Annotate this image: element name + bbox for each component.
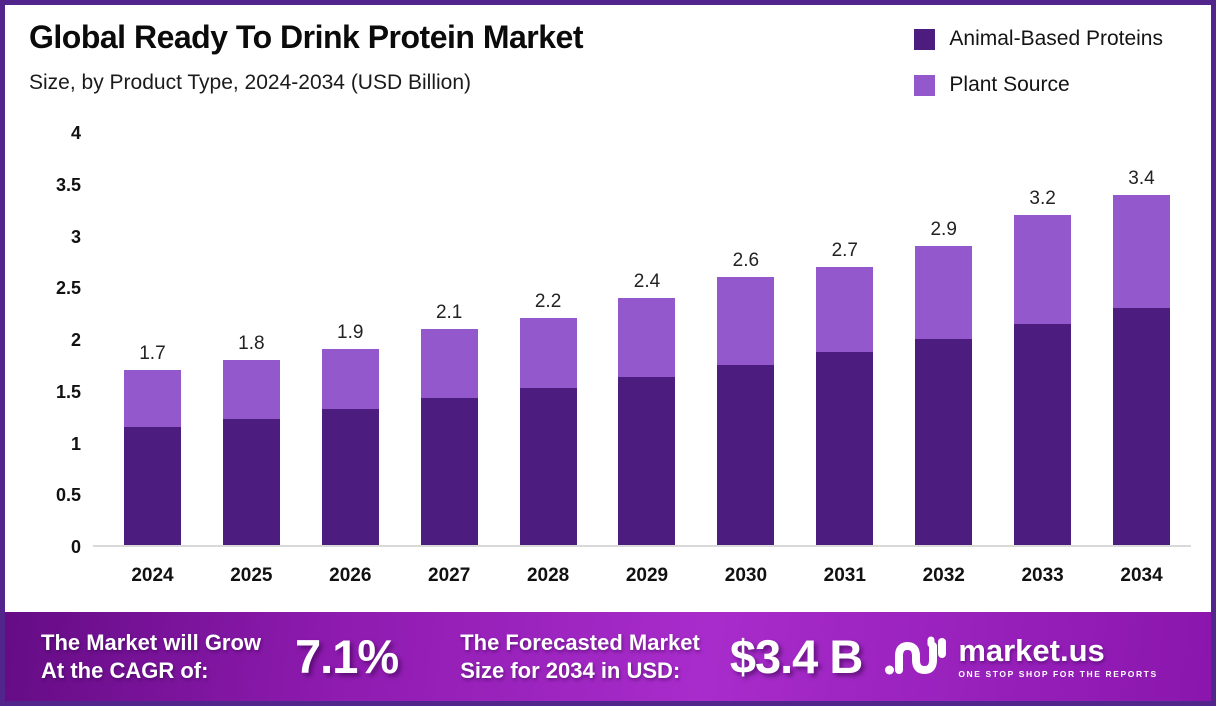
- footer-banner: The Market will Grow At the CAGR of: 7.1…: [5, 612, 1211, 701]
- forecast-label: The Forecasted Market Size for 2034 in U…: [460, 629, 700, 684]
- stacked-bar-chart: 0 0.5 1 1.5 2 2.5 3 3.5 4 1.7 1.8 1.9 2.1 2.2 2.4 2.6 2…: [35, 124, 1191, 599]
- bar-segment-animal-based: [816, 352, 874, 545]
- brand-tagline: ONE STOP SHOP FOR THE REPORTS: [958, 668, 1158, 679]
- bar-total-label: 3.4: [1128, 167, 1155, 189]
- x-axis-label: 2027: [428, 565, 471, 586]
- bar-total-label: 1.8: [238, 332, 265, 354]
- bar-group: 3.4: [1092, 133, 1191, 545]
- bar-total-label: 1.7: [139, 342, 166, 364]
- bar-segment-plant-source: [915, 246, 973, 339]
- bar-segment-animal-based: [1014, 323, 1072, 545]
- bar-group: 1.7: [103, 133, 202, 545]
- bar-segment-plant-source: [1113, 194, 1171, 309]
- bar-segment-animal-based: [420, 397, 478, 545]
- y-axis-tick-label: 3: [70, 226, 81, 247]
- forecast-value: $3.4 B: [729, 630, 863, 683]
- bar-segment-plant-source: [1014, 215, 1072, 324]
- legend-item-plant-source: Plant Source: [914, 73, 1163, 97]
- bar-segment-animal-based: [717, 364, 775, 545]
- legend-item-animal-based: Animal-Based Proteins: [914, 27, 1163, 51]
- cagr-label-line1: The Market will Grow: [41, 630, 262, 655]
- bar-total-label: 2.9: [930, 219, 957, 241]
- y-axis-tick-label: 1: [70, 433, 81, 454]
- cagr-value: 7.1%: [295, 630, 399, 683]
- legend-label: Animal-Based Proteins: [949, 27, 1163, 50]
- x-axis-label: 2025: [230, 565, 273, 586]
- bar-segment-animal-based: [1113, 308, 1171, 545]
- brand-name: market.us: [958, 632, 1105, 668]
- y-axis-tick-label: 0.5: [55, 485, 81, 506]
- forecast-label-line1: The Forecasted Market: [460, 630, 700, 655]
- legend-label: Plant Source: [949, 73, 1070, 96]
- brand-text: market.us ONE STOP SHOP FOR THE REPORTS: [958, 635, 1157, 679]
- y-axis-tick-label: 3.5: [55, 174, 81, 195]
- bar-group: 1.9: [301, 133, 400, 545]
- bar-total-label: 3.2: [1029, 188, 1056, 210]
- bar-segment-plant-source: [321, 349, 379, 410]
- forecast-label-line2: Size for 2034 in USD:: [460, 657, 681, 683]
- legend-swatch-plant-source: [914, 74, 936, 96]
- bar-group: 2.4: [598, 133, 697, 545]
- y-axis: 0 0.5 1 1.5 2 2.5 3 3.5 4: [35, 124, 87, 556]
- bar-segment-animal-based: [915, 339, 973, 545]
- marketus-logo-icon: [885, 636, 947, 674]
- bar-segment-animal-based: [222, 419, 280, 545]
- bar-total-label: 2.4: [633, 270, 661, 292]
- bar-segment-plant-source: [618, 297, 676, 378]
- cagr-label-line2: At the CAGR of:: [41, 657, 209, 683]
- chart-legend: Animal-Based Proteins Plant Source: [914, 27, 1163, 97]
- bar-group: 1.8: [202, 133, 301, 545]
- y-axis-tick-label: 2: [70, 330, 81, 350]
- bar-group: 2.1: [400, 133, 499, 545]
- bar-group: 2.2: [499, 133, 598, 545]
- bar-segment-plant-source: [420, 328, 478, 398]
- bar-segment-plant-source: [222, 359, 280, 420]
- y-axis-tick-label: 4: [70, 123, 81, 143]
- y-axis-tick-label: 1.5: [55, 381, 81, 402]
- x-axis-label: 2026: [329, 565, 372, 586]
- y-axis-tick-label: 0: [70, 537, 81, 557]
- bar-segment-plant-source: [123, 369, 181, 427]
- bar-total-label: 2.2: [534, 291, 562, 313]
- x-axis-label: 2024: [131, 565, 174, 586]
- bar-segment-plant-source: [519, 318, 577, 389]
- page-subtitle: Size, by Product Type, 2024-2034 (USD Bi…: [29, 71, 472, 94]
- bar-segment-animal-based: [618, 377, 676, 545]
- x-axis-label: 2032: [922, 565, 965, 586]
- x-axis: 2024 2025 2026 2027 2028 2029 2030 2031 2032 2033…: [93, 549, 1191, 587]
- bar-total-label: 2.6: [732, 250, 760, 272]
- bar-group: 3.2: [993, 133, 1092, 545]
- cagr-label: The Market will Grow At the CAGR of:: [41, 629, 261, 684]
- x-axis-label: 2033: [1021, 565, 1064, 586]
- bar-segment-animal-based: [321, 409, 379, 545]
- bar-segment-plant-source: [717, 277, 775, 365]
- legend-swatch-animal-based: [914, 28, 936, 50]
- brand-lockup: market.us ONE STOP SHOP FOR THE REPORTS: [884, 634, 1157, 680]
- x-axis-label: 2031: [823, 565, 866, 586]
- bar-group: 2.7: [795, 133, 894, 545]
- x-axis-label: 2029: [625, 565, 669, 586]
- x-axis-label: 2030: [724, 565, 768, 586]
- page-title: Global Ready To Drink Protein Market: [29, 19, 583, 55]
- bar-segment-plant-source: [816, 266, 874, 353]
- bar-segment-animal-based: [123, 426, 181, 545]
- bar-group: 2.6: [696, 133, 795, 545]
- bar-total-label: 2.1: [435, 301, 463, 323]
- x-axis-label: 2028: [526, 565, 570, 586]
- bar-total-label: 1.9: [337, 322, 364, 344]
- plot-area: 1.7 1.8 1.9 2.1 2.2 2.4 2.6 2.7 2.9 3.2 3.4: [93, 133, 1191, 547]
- y-axis-tick-label: 2.5: [55, 278, 81, 299]
- bar-segment-animal-based: [519, 388, 577, 545]
- bar-group: 2.9: [894, 133, 993, 545]
- bar-total-label: 2.7: [831, 239, 858, 261]
- x-axis-label: 2034: [1120, 565, 1163, 586]
